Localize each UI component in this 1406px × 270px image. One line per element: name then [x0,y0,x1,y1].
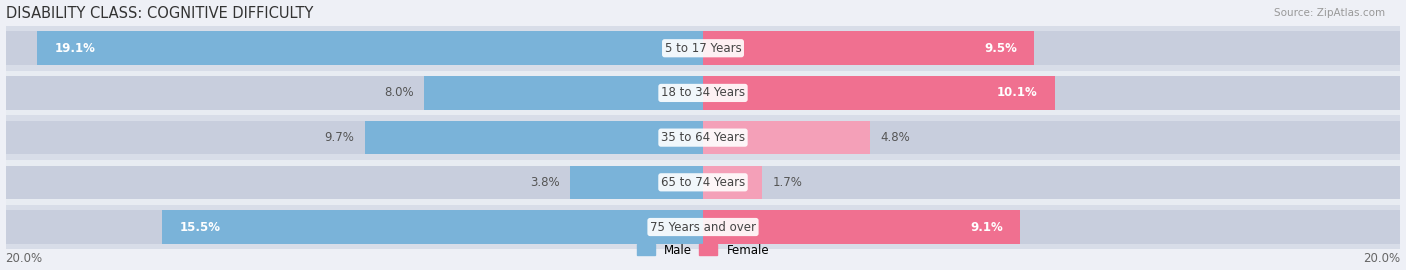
Text: 19.1%: 19.1% [55,42,96,55]
Legend: Male, Female: Male, Female [633,239,773,261]
Bar [6,121,703,154]
Text: Source: ZipAtlas.com: Source: ZipAtlas.com [1274,8,1385,18]
Bar [703,166,1400,199]
Text: 10.1%: 10.1% [997,86,1038,99]
Text: 8.0%: 8.0% [384,86,413,99]
Bar [703,76,1400,110]
Text: 1.7%: 1.7% [773,176,803,189]
Text: 9.5%: 9.5% [984,42,1017,55]
Bar [571,166,703,199]
Bar [703,76,1056,110]
Text: 20.0%: 20.0% [1364,252,1400,265]
Bar [703,32,1035,65]
Bar [6,76,703,110]
Bar [364,121,703,154]
Text: 35 to 64 Years: 35 to 64 Years [661,131,745,144]
Text: 65 to 74 Years: 65 to 74 Years [661,176,745,189]
Text: 9.7%: 9.7% [325,131,354,144]
Bar [6,70,1400,115]
Text: 18 to 34 Years: 18 to 34 Years [661,86,745,99]
Bar [703,32,1400,65]
Text: 15.5%: 15.5% [180,221,221,234]
Text: 20.0%: 20.0% [6,252,42,265]
Bar [6,115,1400,160]
Bar [6,166,703,199]
Bar [703,166,762,199]
Text: 3.8%: 3.8% [530,176,560,189]
Bar [37,32,703,65]
Bar [703,210,1021,244]
Text: DISABILITY CLASS: COGNITIVE DIFFICULTY: DISABILITY CLASS: COGNITIVE DIFFICULTY [6,6,314,21]
Bar [6,205,1400,249]
Bar [6,32,703,65]
Bar [425,76,703,110]
Text: 4.8%: 4.8% [880,131,911,144]
Bar [703,121,870,154]
Bar [6,210,703,244]
Text: 5 to 17 Years: 5 to 17 Years [665,42,741,55]
Bar [6,160,1400,205]
Bar [703,210,1400,244]
Text: 75 Years and over: 75 Years and over [650,221,756,234]
Text: 9.1%: 9.1% [970,221,1002,234]
Bar [703,121,1400,154]
Bar [163,210,703,244]
Bar [6,26,1400,70]
